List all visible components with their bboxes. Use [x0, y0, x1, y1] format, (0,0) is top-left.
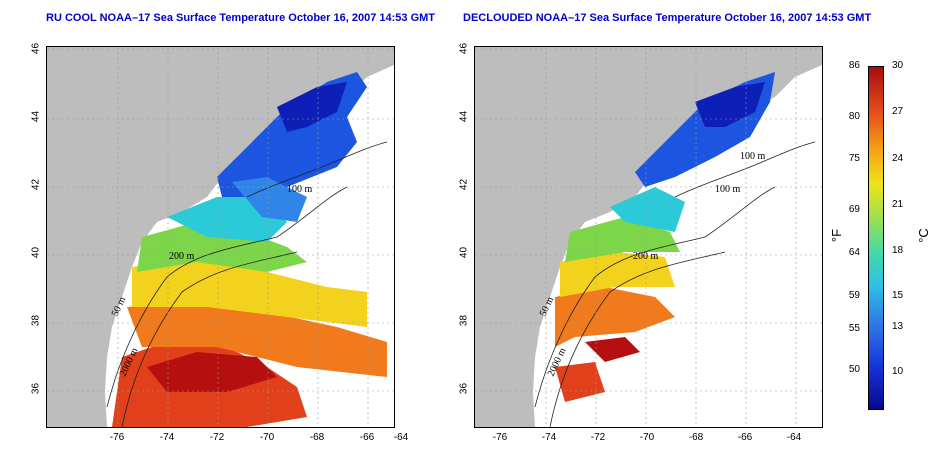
lon-tick: -66 [737, 432, 753, 443]
sst-green [565, 217, 680, 262]
celsius-tick: 15 [892, 290, 904, 301]
right-sst-map: 200 m 100 m 100 m 50 m 2000 m [474, 46, 823, 428]
lat-tick: 40 [458, 246, 470, 259]
graticule [475, 47, 822, 427]
celsius-unit-label: °C [915, 228, 931, 243]
contour-line-200 [534, 186, 776, 408]
sst-cyan [610, 187, 685, 232]
lat-tick: 42 [458, 178, 470, 191]
fahrenheit-tick: 80 [848, 111, 860, 122]
celsius-tick: 27 [892, 106, 904, 117]
contour-label-100b: 100 m [715, 184, 741, 195]
land-mass [47, 47, 394, 427]
left-map-graphics: 200 m 100 m 50 m 2000 m [47, 47, 394, 427]
land-mass [475, 47, 822, 427]
temperature-colorbar [868, 66, 884, 410]
lat-tick: 44 [458, 110, 470, 123]
sst-dark-blue [277, 82, 347, 132]
left-sst-map: 200 m 100 m 50 m 2000 m [46, 46, 395, 428]
lat-tick: 44 [30, 110, 42, 123]
lat-tick: 42 [30, 178, 42, 191]
celsius-tick: 10 [892, 366, 904, 377]
sst-dark-red [147, 352, 277, 392]
lat-tick: 38 [30, 314, 42, 327]
lon-tick: -68 [688, 432, 704, 443]
lat-tick: 46 [30, 42, 42, 55]
contour-line-2000 [121, 251, 298, 427]
sst-orange [127, 302, 387, 377]
fahrenheit-tick: 64 [848, 247, 860, 258]
lat-tick: 46 [458, 42, 470, 55]
sst-red [555, 362, 605, 402]
contour-label-200: 200 m [169, 251, 195, 262]
contour-line-2000 [549, 251, 726, 427]
lon-tick: -74 [541, 432, 557, 443]
lon-tick: -72 [590, 432, 606, 443]
fahrenheit-tick: 55 [848, 323, 860, 334]
contour-label-100: 100 m [287, 184, 313, 195]
lon-tick: -70 [259, 432, 275, 443]
fahrenheit-tick: 50 [848, 364, 860, 375]
contour-line-100 [674, 141, 816, 198]
sst-orange [555, 287, 675, 347]
celsius-tick: 21 [892, 199, 904, 210]
celsius-tick: 18 [892, 245, 904, 256]
celsius-tick: 24 [892, 153, 904, 164]
lon-tick: -76 [492, 432, 508, 443]
graticule [47, 47, 394, 427]
lat-tick: 38 [458, 314, 470, 327]
lon-tick: -66 [359, 432, 375, 443]
lon-tick: -72 [209, 432, 225, 443]
contour-line-100 [246, 141, 388, 198]
lon-tick: -74 [159, 432, 175, 443]
fahrenheit-tick: 59 [848, 290, 860, 301]
lat-tick: 36 [30, 382, 42, 395]
sst-dark-blue [695, 82, 765, 127]
lon-tick: -70 [639, 432, 655, 443]
lon-tick: -64 [786, 432, 802, 443]
sst-yellow [132, 257, 367, 327]
contour-line-200 [106, 186, 348, 408]
fahrenheit-tick: 69 [848, 204, 860, 215]
fahrenheit-unit-label: °F [829, 228, 845, 243]
celsius-tick: 30 [892, 60, 904, 71]
lon-tick: -76 [109, 432, 125, 443]
contour-label-100: 100 m [740, 151, 766, 162]
lat-tick: 36 [458, 382, 470, 395]
celsius-tick: 13 [892, 321, 904, 332]
left-map-title: RU COOL NOAA–17 Sea Surface Temperature … [46, 12, 436, 24]
fahrenheit-tick: 86 [848, 60, 860, 71]
sst-mid-blue [232, 177, 307, 222]
contour-label-200: 200 m [633, 251, 659, 262]
lat-tick: 40 [30, 246, 42, 259]
right-map-title: DECLOUDED NOAA–17 Sea Surface Temperatur… [463, 12, 872, 24]
lon-tick: -68 [309, 432, 325, 443]
fahrenheit-tick: 75 [848, 153, 860, 164]
right-map-graphics: 200 m 100 m 100 m 50 m 2000 m [475, 47, 822, 427]
lon-tick: -64 [393, 432, 409, 443]
sst-dark-red [585, 337, 640, 362]
